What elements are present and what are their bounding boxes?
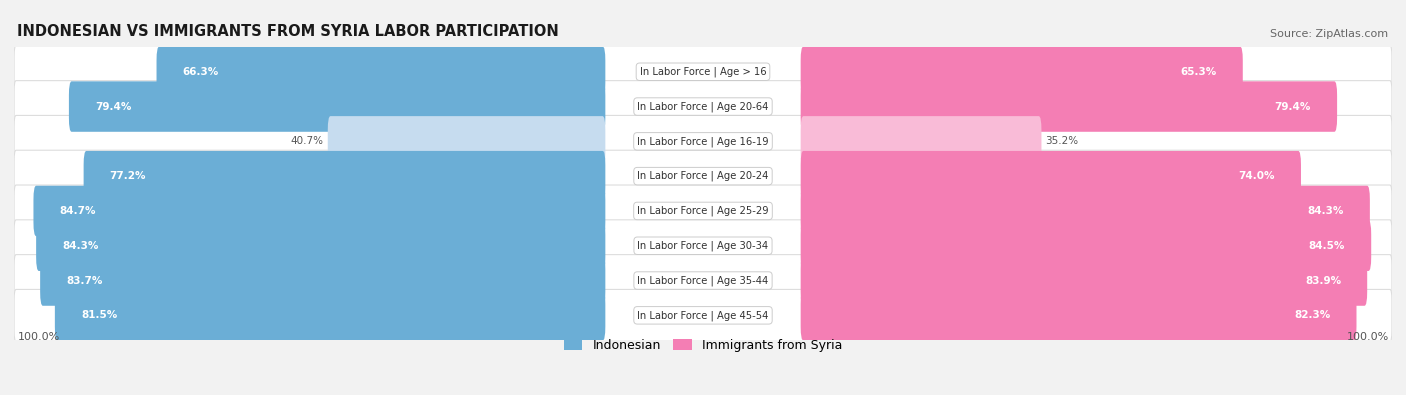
FancyBboxPatch shape	[328, 116, 606, 167]
FancyBboxPatch shape	[14, 150, 1392, 202]
Text: 83.7%: 83.7%	[66, 276, 103, 286]
FancyBboxPatch shape	[55, 290, 606, 340]
Text: In Labor Force | Age 25-29: In Labor Force | Age 25-29	[637, 206, 769, 216]
FancyBboxPatch shape	[156, 47, 606, 97]
Text: 84.3%: 84.3%	[1308, 206, 1344, 216]
Text: 65.3%: 65.3%	[1181, 67, 1216, 77]
Text: In Labor Force | Age 45-54: In Labor Force | Age 45-54	[637, 310, 769, 321]
FancyBboxPatch shape	[800, 220, 1371, 271]
Text: 84.3%: 84.3%	[62, 241, 98, 251]
Text: 35.2%: 35.2%	[1046, 136, 1078, 147]
Text: In Labor Force | Age 35-44: In Labor Force | Age 35-44	[637, 275, 769, 286]
FancyBboxPatch shape	[14, 290, 1392, 341]
Text: In Labor Force | Age > 16: In Labor Force | Age > 16	[640, 66, 766, 77]
Text: In Labor Force | Age 16-19: In Labor Force | Age 16-19	[637, 136, 769, 147]
Text: 81.5%: 81.5%	[82, 310, 117, 320]
Text: 74.0%: 74.0%	[1239, 171, 1275, 181]
FancyBboxPatch shape	[14, 255, 1392, 307]
FancyBboxPatch shape	[800, 255, 1367, 306]
FancyBboxPatch shape	[800, 151, 1301, 201]
Text: INDONESIAN VS IMMIGRANTS FROM SYRIA LABOR PARTICIPATION: INDONESIAN VS IMMIGRANTS FROM SYRIA LABO…	[17, 24, 560, 39]
FancyBboxPatch shape	[14, 81, 1392, 132]
Text: In Labor Force | Age 30-34: In Labor Force | Age 30-34	[637, 241, 769, 251]
Legend: Indonesian, Immigrants from Syria: Indonesian, Immigrants from Syria	[558, 334, 848, 357]
FancyBboxPatch shape	[800, 186, 1369, 236]
Text: In Labor Force | Age 20-64: In Labor Force | Age 20-64	[637, 101, 769, 112]
Text: 100.0%: 100.0%	[17, 332, 59, 342]
Text: 84.7%: 84.7%	[59, 206, 96, 216]
FancyBboxPatch shape	[800, 47, 1243, 97]
Text: 66.3%: 66.3%	[183, 67, 219, 77]
FancyBboxPatch shape	[83, 151, 606, 201]
Text: Source: ZipAtlas.com: Source: ZipAtlas.com	[1271, 29, 1389, 39]
FancyBboxPatch shape	[800, 81, 1337, 132]
Text: 40.7%: 40.7%	[291, 136, 323, 147]
FancyBboxPatch shape	[69, 81, 606, 132]
Text: In Labor Force | Age 20-24: In Labor Force | Age 20-24	[637, 171, 769, 181]
Text: 84.5%: 84.5%	[1309, 241, 1346, 251]
FancyBboxPatch shape	[800, 116, 1042, 167]
FancyBboxPatch shape	[37, 220, 606, 271]
Text: 79.4%: 79.4%	[96, 102, 131, 111]
FancyBboxPatch shape	[41, 255, 606, 306]
Text: 83.9%: 83.9%	[1305, 276, 1341, 286]
Text: 77.2%: 77.2%	[110, 171, 146, 181]
FancyBboxPatch shape	[34, 186, 606, 236]
FancyBboxPatch shape	[14, 185, 1392, 237]
Text: 100.0%: 100.0%	[1347, 332, 1389, 342]
FancyBboxPatch shape	[14, 220, 1392, 272]
FancyBboxPatch shape	[14, 46, 1392, 98]
Text: 79.4%: 79.4%	[1275, 102, 1310, 111]
FancyBboxPatch shape	[14, 115, 1392, 167]
Text: 82.3%: 82.3%	[1294, 310, 1330, 320]
FancyBboxPatch shape	[800, 290, 1357, 340]
